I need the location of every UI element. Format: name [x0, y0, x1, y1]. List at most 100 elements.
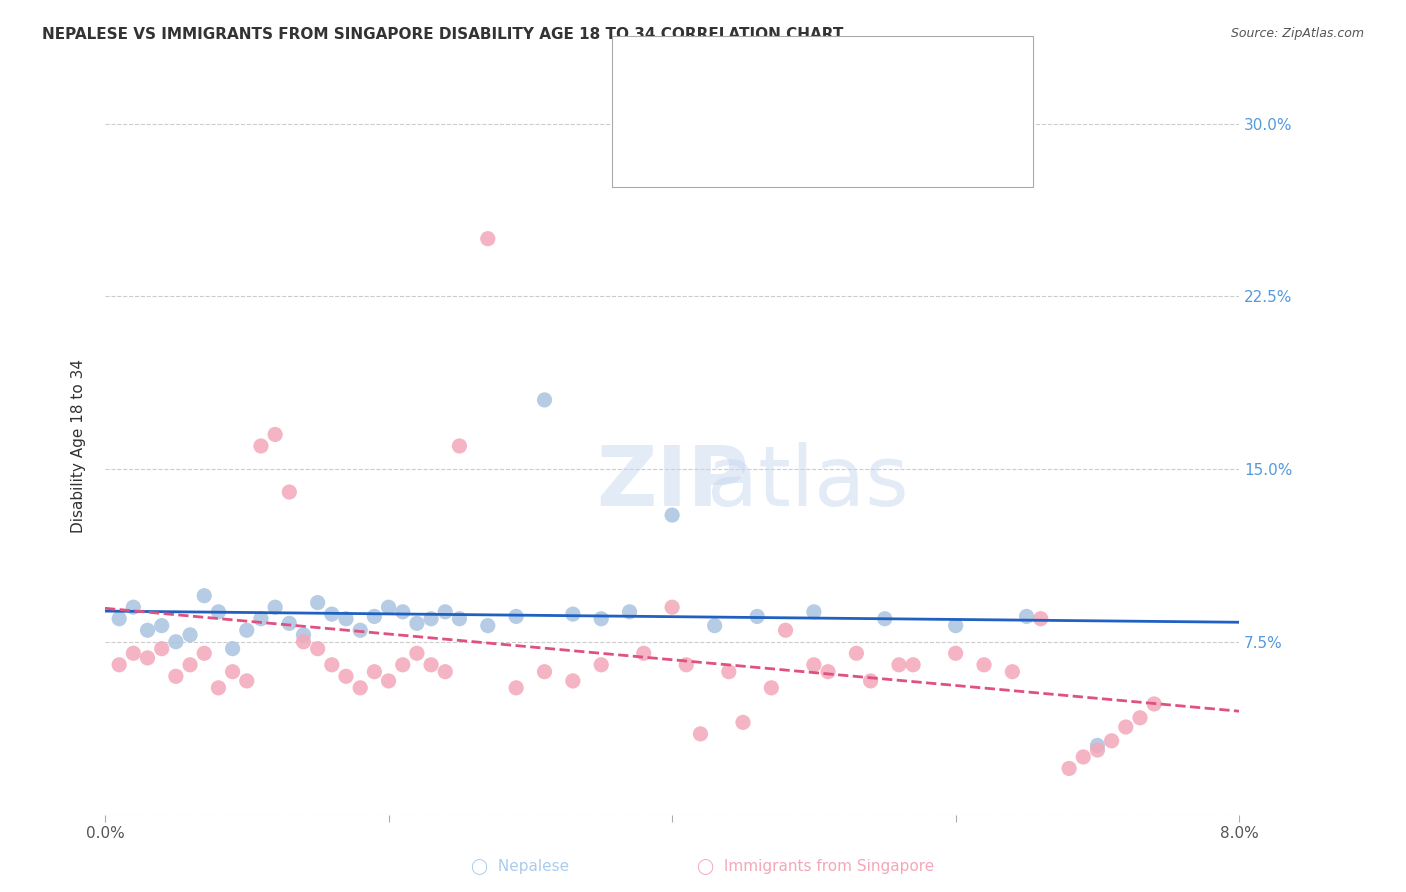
Point	[887, 657, 910, 672]
Point	[1057, 761, 1080, 775]
Point	[108, 612, 131, 626]
Point	[264, 600, 287, 615]
Point	[533, 392, 555, 407]
Point	[278, 485, 301, 500]
Point	[817, 665, 839, 679]
Point	[1129, 711, 1152, 725]
Text: atlas: atlas	[707, 442, 910, 524]
Point	[1101, 734, 1123, 748]
Point	[803, 605, 825, 619]
Point	[803, 657, 825, 672]
Point	[307, 596, 329, 610]
Point	[901, 657, 924, 672]
Point	[591, 657, 613, 672]
Point	[165, 669, 187, 683]
Text: ◯  Nepalese: ◯ Nepalese	[471, 858, 569, 874]
Point	[1143, 697, 1166, 711]
Point	[449, 612, 471, 626]
Point	[150, 641, 173, 656]
Point	[420, 657, 443, 672]
Point	[150, 618, 173, 632]
Point	[747, 609, 769, 624]
Point	[335, 612, 357, 626]
Point	[477, 618, 499, 632]
Point	[505, 609, 527, 624]
Point	[1087, 743, 1109, 757]
Point	[1015, 609, 1038, 624]
Point	[661, 600, 683, 615]
Point	[250, 612, 273, 626]
Point	[477, 232, 499, 246]
Point	[165, 634, 187, 648]
Point	[250, 439, 273, 453]
Text: R = -0.076   N = 39: R = -0.076 N = 39	[682, 75, 832, 89]
Point	[420, 612, 443, 626]
Point	[377, 673, 399, 688]
Point	[136, 624, 159, 638]
Point	[321, 657, 343, 672]
Y-axis label: Disability Age 18 to 34: Disability Age 18 to 34	[72, 359, 86, 533]
Point	[307, 641, 329, 656]
Point	[363, 665, 385, 679]
Point	[236, 624, 259, 638]
Point	[731, 715, 754, 730]
Point	[619, 605, 641, 619]
Point	[377, 600, 399, 615]
Point	[675, 657, 697, 672]
Point	[179, 657, 201, 672]
Point	[193, 646, 215, 660]
Point	[973, 657, 995, 672]
Point	[406, 646, 429, 660]
Point	[717, 665, 740, 679]
Point	[292, 634, 315, 648]
Point	[221, 665, 243, 679]
Point	[207, 605, 229, 619]
Text: Source: ZipAtlas.com: Source: ZipAtlas.com	[1230, 27, 1364, 40]
Point	[207, 681, 229, 695]
Point	[873, 612, 896, 626]
Point	[703, 618, 725, 632]
Point	[391, 657, 413, 672]
Point	[1029, 612, 1052, 626]
Point	[1115, 720, 1137, 734]
Point	[179, 628, 201, 642]
Point	[1071, 750, 1094, 764]
Point	[391, 605, 413, 619]
Point	[349, 624, 371, 638]
Point	[505, 681, 527, 695]
Point	[406, 616, 429, 631]
Point	[349, 681, 371, 695]
Point	[845, 646, 868, 660]
Point	[945, 618, 967, 632]
Text: NEPALESE VS IMMIGRANTS FROM SINGAPORE DISABILITY AGE 18 TO 34 CORRELATION CHART: NEPALESE VS IMMIGRANTS FROM SINGAPORE DI…	[42, 27, 844, 42]
Point	[278, 616, 301, 631]
Point	[661, 508, 683, 522]
Point	[236, 673, 259, 688]
Point	[221, 641, 243, 656]
Point	[449, 439, 471, 453]
Point	[561, 607, 583, 621]
Point	[945, 646, 967, 660]
Point	[264, 427, 287, 442]
Point	[591, 612, 613, 626]
Point	[533, 665, 555, 679]
Text: R =   0.175   N = 55: R = 0.175 N = 55	[682, 128, 837, 143]
Point	[689, 727, 711, 741]
Point	[859, 673, 882, 688]
Point	[363, 609, 385, 624]
Point	[561, 673, 583, 688]
Point	[122, 600, 145, 615]
Point	[434, 605, 457, 619]
Point	[633, 646, 655, 660]
Point	[193, 589, 215, 603]
Point	[335, 669, 357, 683]
Point	[761, 681, 783, 695]
Point	[292, 628, 315, 642]
Text: ◯  Immigrants from Singapore: ◯ Immigrants from Singapore	[697, 858, 934, 874]
Point	[1087, 739, 1109, 753]
Point	[321, 607, 343, 621]
Point	[136, 651, 159, 665]
Point	[434, 665, 457, 679]
Point	[1001, 665, 1024, 679]
Point	[122, 646, 145, 660]
